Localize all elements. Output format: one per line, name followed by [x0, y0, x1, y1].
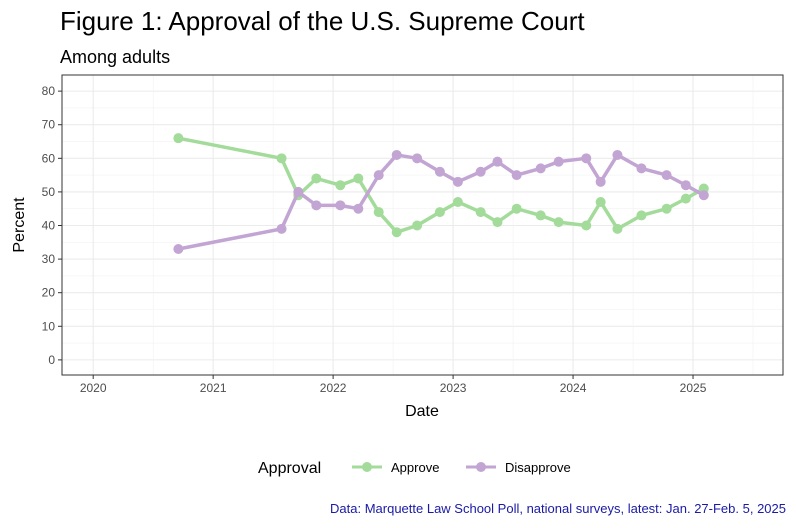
disapprove-point	[293, 186, 304, 197]
legend: Approval Approve Disapprove	[258, 460, 571, 477]
chart-subtitle: Among adults	[60, 47, 170, 67]
x-axis-label: Date	[405, 403, 439, 420]
disapprove-point	[492, 156, 503, 167]
approve-point	[353, 173, 364, 184]
disapprove-point	[595, 176, 606, 187]
approve-point	[434, 207, 445, 218]
disapprove-point	[535, 163, 546, 174]
disapprove-point	[353, 203, 364, 214]
x-tick-label: 2024	[560, 381, 587, 395]
disapprove-point	[636, 163, 647, 174]
approve-point	[452, 196, 463, 207]
approve-point	[661, 203, 672, 214]
approve-point	[595, 196, 606, 207]
y-tick-label: 80	[42, 84, 56, 98]
y-axis-label: Percent	[11, 197, 28, 253]
disapprove-point	[661, 170, 672, 181]
approve-point	[581, 220, 592, 231]
approve-point	[553, 217, 564, 228]
approve-point	[680, 193, 691, 204]
y-tick-label: 0	[48, 353, 55, 367]
y-tick-label: 40	[42, 219, 56, 233]
y-tick-label: 10	[42, 319, 56, 333]
disapprove-point	[511, 170, 522, 181]
approve-point	[173, 133, 184, 144]
x-tick-label: 2025	[680, 381, 707, 395]
disapprove-point	[434, 166, 445, 177]
disapprove-point	[452, 176, 463, 187]
x-tick-label: 2020	[80, 381, 107, 395]
legend-approve-marker	[362, 462, 372, 472]
legend-disapprove-marker	[476, 462, 486, 472]
legend-title: Approval	[258, 460, 321, 477]
y-tick-label: 70	[42, 118, 56, 132]
plot-border	[61, 74, 784, 376]
disapprove-point	[680, 180, 691, 191]
approve-point	[412, 220, 423, 231]
approve-point	[391, 227, 402, 238]
approve-point	[511, 203, 522, 214]
disapprove-point	[553, 156, 564, 167]
x-tick-label: 2022	[320, 381, 347, 395]
approve-point	[535, 210, 546, 221]
caption: Data: Marquette Law School Poll, nationa…	[330, 501, 786, 516]
approve-point	[492, 217, 503, 228]
disapprove-point	[698, 190, 709, 201]
chart-title: Figure 1: Approval of the U.S. Supreme C…	[60, 6, 585, 36]
legend-approve-label: Approve	[391, 460, 439, 475]
approve-point	[311, 173, 322, 184]
disapprove-point	[335, 200, 346, 211]
disapprove-point	[276, 223, 287, 234]
approve-point	[636, 210, 647, 221]
y-tick-label: 20	[42, 286, 56, 300]
disapprove-point	[173, 244, 184, 255]
disapprove-point	[311, 200, 322, 211]
disapprove-point	[612, 149, 623, 160]
approve-point	[335, 180, 346, 191]
disapprove-point	[391, 149, 402, 160]
disapprove-point	[475, 166, 486, 177]
x-tick-label: 2021	[200, 381, 227, 395]
disapprove-point	[412, 153, 423, 164]
disapprove-point	[581, 153, 592, 164]
approve-point	[475, 207, 486, 218]
y-tick-label: 30	[42, 252, 56, 266]
approve-point	[373, 207, 384, 218]
disapprove-point	[373, 170, 384, 181]
approve-point	[276, 153, 287, 164]
x-tick-label: 2023	[440, 381, 467, 395]
approve-point	[612, 223, 623, 234]
y-tick-label: 60	[42, 151, 56, 165]
legend-disapprove-label: Disapprove	[505, 460, 571, 475]
y-tick-label: 50	[42, 185, 56, 199]
